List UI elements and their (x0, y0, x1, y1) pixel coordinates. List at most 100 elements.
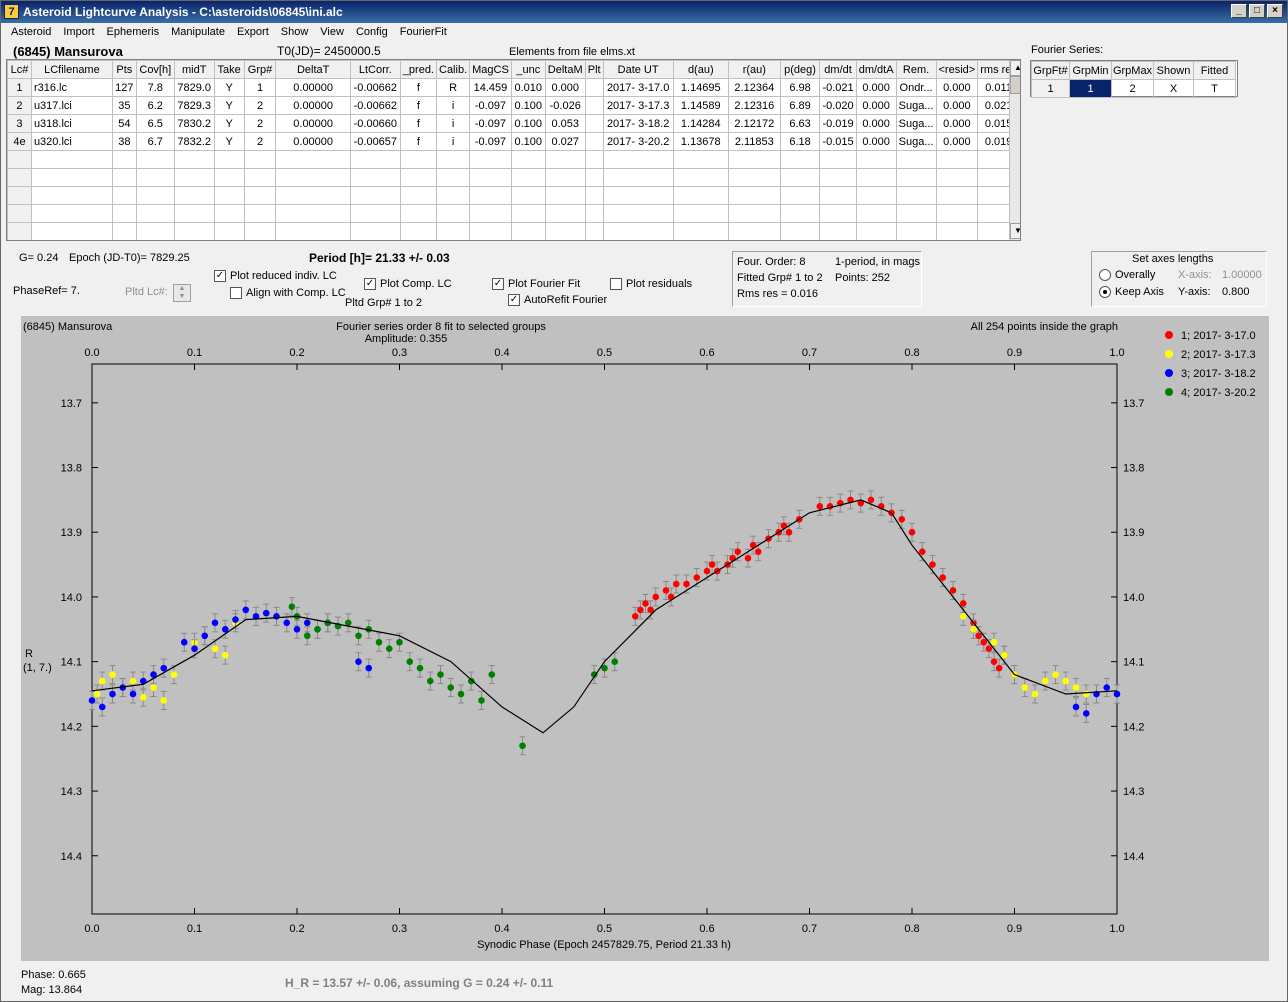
data-point[interactable] (344, 619, 352, 627)
keep-axis-radio[interactable]: Keep Axis (1099, 286, 1164, 299)
plot-comp-checkbox[interactable]: ✓ Plot Comp. LC (364, 278, 452, 291)
table-cell[interactable] (435, 204, 471, 223)
data-point[interactable] (754, 548, 762, 555)
table-cell[interactable]: 1.14695 (672, 78, 730, 97)
table-cell[interactable] (895, 168, 937, 187)
data-point[interactable] (647, 606, 654, 614)
data-point[interactable] (355, 658, 362, 665)
maximize-button[interactable]: □ (1249, 4, 1265, 18)
data-point[interactable] (519, 742, 526, 750)
table-cell[interactable]: 2 (243, 96, 277, 115)
data-point[interactable] (1021, 684, 1029, 691)
table-cell[interactable] (544, 204, 586, 223)
data-point[interactable] (109, 671, 116, 678)
table-cell[interactable] (7, 204, 32, 223)
table-cell[interactable] (7, 168, 32, 187)
table-cell[interactable] (243, 150, 277, 169)
table-cell[interactable] (895, 222, 937, 240)
data-point[interactable] (283, 619, 291, 627)
table-cell[interactable]: 6.2 (135, 96, 175, 115)
table-cell[interactable] (243, 186, 277, 205)
table-cell[interactable] (135, 222, 175, 240)
table-cell[interactable]: 1.14589 (672, 96, 730, 115)
plot-residuals-checkbox[interactable]: Plot residuals (610, 278, 692, 291)
table-cell[interactable] (173, 204, 215, 223)
menu-ephemeris[interactable]: Ephemeris (106, 26, 160, 38)
plot-area[interactable] (91, 363, 1118, 915)
table-cell[interactable] (275, 150, 351, 169)
data-point[interactable] (109, 690, 116, 698)
table-cell[interactable]: f (399, 132, 438, 151)
data-point[interactable] (273, 613, 280, 620)
column-header[interactable]: dm/dt (819, 60, 857, 79)
data-point[interactable] (426, 677, 434, 685)
table-cell[interactable]: -0.026 (544, 96, 586, 115)
data-point[interactable] (929, 561, 936, 568)
table-cell[interactable] (30, 168, 113, 187)
data-point[interactable] (959, 600, 967, 607)
data-point[interactable] (970, 625, 977, 633)
table-cell[interactable]: f (399, 78, 438, 97)
table-cell[interactable]: i (435, 114, 471, 133)
table-cell[interactable] (584, 204, 604, 223)
table-cell[interactable] (213, 186, 245, 205)
table-cell[interactable]: Suga... (895, 114, 937, 133)
table-cell[interactable] (469, 222, 512, 240)
table-cell[interactable] (855, 186, 897, 205)
column-header[interactable]: LtCorr. (349, 60, 401, 79)
table-cell[interactable] (275, 222, 351, 240)
table-cell[interactable]: 2.11853 (728, 132, 781, 151)
column-header[interactable]: Grp# (243, 60, 277, 79)
table-cell[interactable]: 7829.0 (173, 78, 215, 97)
lightcurve-chart[interactable]: (6845) Mansurova Fourier series order 8 f… (21, 316, 1269, 961)
table-cell[interactable]: 0.053 (544, 114, 586, 133)
table-cell[interactable]: R (435, 78, 471, 97)
column-header[interactable]: <resid> (935, 60, 979, 79)
data-point[interactable] (1103, 684, 1111, 691)
pltd-lc-spinner[interactable]: ▲ ▼ (173, 284, 191, 302)
data-point[interactable] (867, 496, 875, 504)
table-cell[interactable] (243, 222, 277, 240)
table-cell[interactable] (855, 204, 897, 223)
data-point[interactable] (1031, 690, 1039, 698)
table-cell[interactable] (584, 186, 604, 205)
table-cell[interactable] (399, 150, 438, 169)
table-cell[interactable] (173, 222, 215, 240)
plot-reduced-checkbox[interactable]: ✓ Plot reduced indiv. LC (214, 270, 337, 283)
table-cell[interactable]: 2 (243, 114, 277, 133)
table-cell[interactable] (935, 150, 979, 169)
empty-row[interactable] (7, 168, 1020, 187)
table-cell[interactable]: f (399, 96, 438, 115)
plot-fourier-checkbox[interactable]: ✓ Plot Fourier Fit (492, 278, 581, 291)
table-cell[interactable] (544, 186, 586, 205)
data-point[interactable] (1041, 677, 1049, 685)
table-cell[interactable] (399, 186, 438, 205)
table-cell[interactable] (469, 186, 512, 205)
data-point[interactable] (1052, 671, 1059, 678)
table-cell[interactable]: i (435, 96, 471, 115)
column-header[interactable]: LCfilename (30, 60, 113, 79)
data-point[interactable] (939, 574, 947, 581)
data-point[interactable] (129, 677, 137, 685)
data-point[interactable] (139, 693, 147, 701)
data-point[interactable] (160, 697, 168, 704)
table-cell[interactable] (435, 168, 471, 187)
table-cell[interactable] (602, 204, 674, 223)
table-cell[interactable] (584, 96, 604, 115)
table-cell[interactable]: -0.00657 (349, 132, 401, 151)
table-cell[interactable]: 0.000 (935, 96, 979, 115)
column-header[interactable]: Cov[h] (135, 60, 175, 79)
data-point[interactable] (590, 671, 598, 678)
table-cell[interactable]: f (399, 114, 438, 133)
data-point[interactable] (908, 528, 916, 536)
table-cell[interactable] (672, 222, 730, 240)
table-cell[interactable]: 0.00000 (275, 78, 351, 97)
table-cell[interactable] (173, 168, 215, 187)
data-point[interactable] (703, 567, 711, 575)
table-row[interactable]: 2 u317.lci 35 6.2 7829.3 Y 2 0.00000 -0.00662 f i -… (7, 96, 1020, 115)
table-cell[interactable] (935, 186, 979, 205)
data-point[interactable] (898, 515, 906, 523)
table-cell[interactable] (469, 150, 512, 169)
table-cell[interactable]: 1 (243, 78, 277, 97)
data-point[interactable] (985, 645, 993, 653)
